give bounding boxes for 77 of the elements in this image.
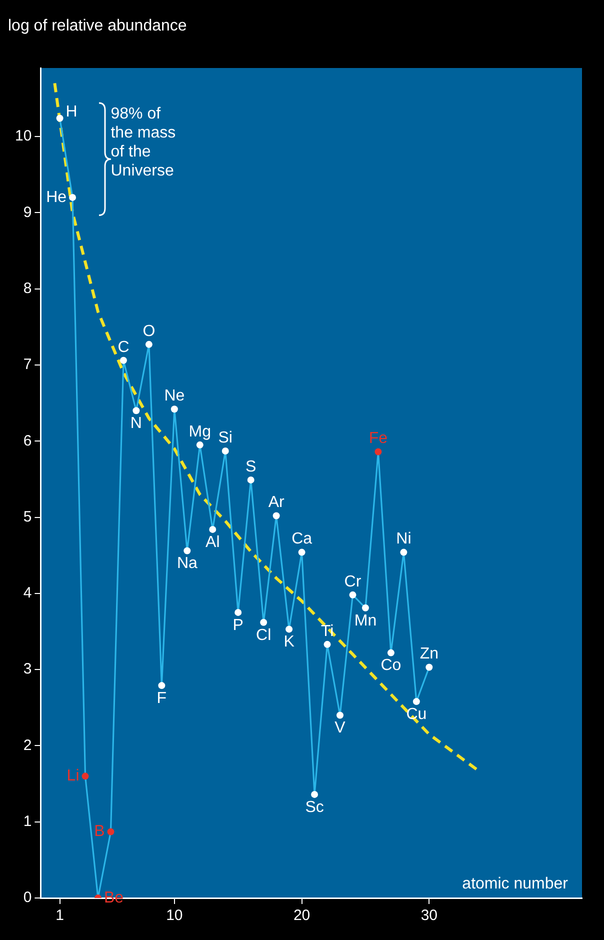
y-tick-label: 0	[23, 889, 32, 906]
y-tick-label: 9	[23, 204, 32, 221]
annotation: Ca	[292, 530, 312, 548]
y-tick-label: 6	[23, 432, 32, 450]
point	[286, 626, 293, 633]
point	[209, 526, 216, 533]
annotation: K	[284, 634, 295, 651]
point	[400, 548, 408, 556]
x-tick-label: 20	[293, 907, 310, 924]
point	[107, 828, 114, 836]
annotation: P	[232, 616, 244, 634]
point	[349, 591, 356, 598]
annotation: F	[156, 690, 167, 707]
point	[56, 114, 64, 122]
y-tick-label: 10	[14, 128, 32, 145]
point	[69, 194, 76, 201]
point	[120, 356, 127, 364]
point	[362, 604, 369, 612]
annotation: B	[94, 823, 105, 840]
point	[272, 512, 280, 520]
point	[145, 340, 152, 348]
annotation: He	[46, 188, 67, 206]
annotation: Co	[380, 657, 402, 674]
annotation: S	[246, 458, 256, 476]
annotation: C	[118, 338, 130, 356]
annotation: Al	[206, 534, 220, 551]
annotation: O	[142, 322, 156, 340]
annotation: Cl	[256, 626, 272, 644]
point	[387, 649, 394, 656]
point	[374, 448, 382, 456]
annotation: Mn	[354, 612, 377, 630]
annotation: 98% of the mass of the Universe	[110, 105, 176, 180]
annotation: Li	[66, 768, 80, 785]
point	[412, 698, 420, 706]
y-tick-label: 7	[23, 356, 32, 374]
annotation: V	[334, 720, 346, 737]
y-tick-label: 5	[23, 508, 32, 526]
point	[260, 618, 268, 626]
point	[184, 547, 191, 554]
point	[158, 682, 166, 690]
annotation: Cr	[344, 573, 362, 590]
y-axis-title: log of relative abundance	[8, 17, 187, 34]
annotation: Mg	[188, 423, 212, 440]
annotation: Si	[218, 429, 232, 446]
annotation: Na	[176, 555, 198, 572]
x-tick-label: 30	[420, 907, 438, 924]
point	[311, 790, 318, 798]
annotation: Fe	[368, 430, 388, 448]
point	[82, 772, 89, 780]
annotation: Ne	[164, 388, 185, 405]
annotation: Cu	[406, 706, 427, 723]
annotation: Be	[104, 889, 124, 906]
point	[222, 448, 229, 455]
point	[234, 608, 242, 616]
point	[336, 712, 344, 719]
y-tick-label: 3	[23, 660, 32, 678]
annotation: Ni	[396, 530, 412, 548]
point	[170, 406, 178, 413]
y-tick-label: 2	[23, 736, 32, 754]
y-tick-label: 8	[23, 280, 32, 297]
point	[247, 476, 254, 484]
annotation: N	[130, 415, 142, 432]
x-tick-label: 10	[166, 907, 183, 924]
annotation: Sc	[305, 798, 324, 816]
annotation: Ti	[320, 622, 334, 640]
annotation: Zn	[420, 646, 438, 663]
point	[196, 441, 204, 448]
annotation: Ar	[268, 494, 285, 512]
y-tick-label: 1	[23, 812, 32, 830]
x-axis-title: atomic number	[462, 875, 569, 892]
y-tick-label: 4	[23, 584, 32, 602]
point	[298, 548, 306, 556]
point	[132, 407, 140, 414]
annotation: H	[66, 104, 78, 121]
point	[426, 664, 433, 671]
point	[324, 640, 331, 648]
x-tick-label: 1	[56, 907, 64, 924]
